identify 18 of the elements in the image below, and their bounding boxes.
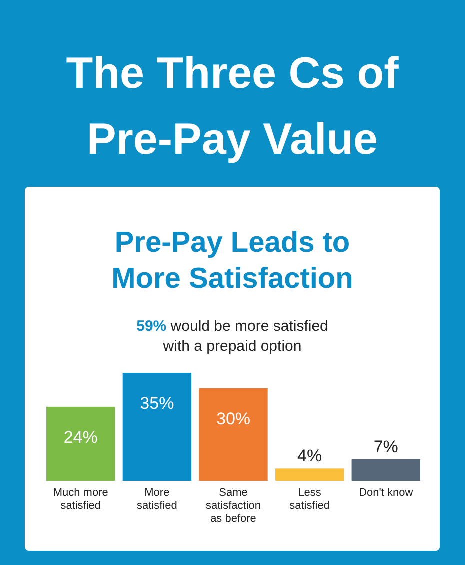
bar xyxy=(46,406,116,481)
chart-title: The Three Cs of Pre-Pay Value xyxy=(66,49,400,164)
bar xyxy=(122,373,192,481)
x-tick-label: Don't know xyxy=(359,487,414,499)
bar xyxy=(275,468,344,481)
data-label: 4% xyxy=(298,446,322,466)
x-tick-label: Much more satisfied xyxy=(53,487,108,512)
text: 59% would be more satisfied with a prepaid option xyxy=(136,318,328,355)
chart-subtitle: Pre-Pay Leads to More Satisfaction xyxy=(112,227,354,295)
data-label: 24% xyxy=(64,428,98,447)
data-label: 35% xyxy=(140,394,174,413)
x-tick-label: Less satisfied xyxy=(290,487,330,512)
x-tick-label: More satisfied xyxy=(137,487,178,512)
data-label: 30% xyxy=(216,409,251,428)
bar xyxy=(199,388,268,481)
x-tick-label: Same satisfaction as before xyxy=(206,487,262,525)
data-label: 7% xyxy=(374,437,398,456)
bar xyxy=(352,459,420,481)
